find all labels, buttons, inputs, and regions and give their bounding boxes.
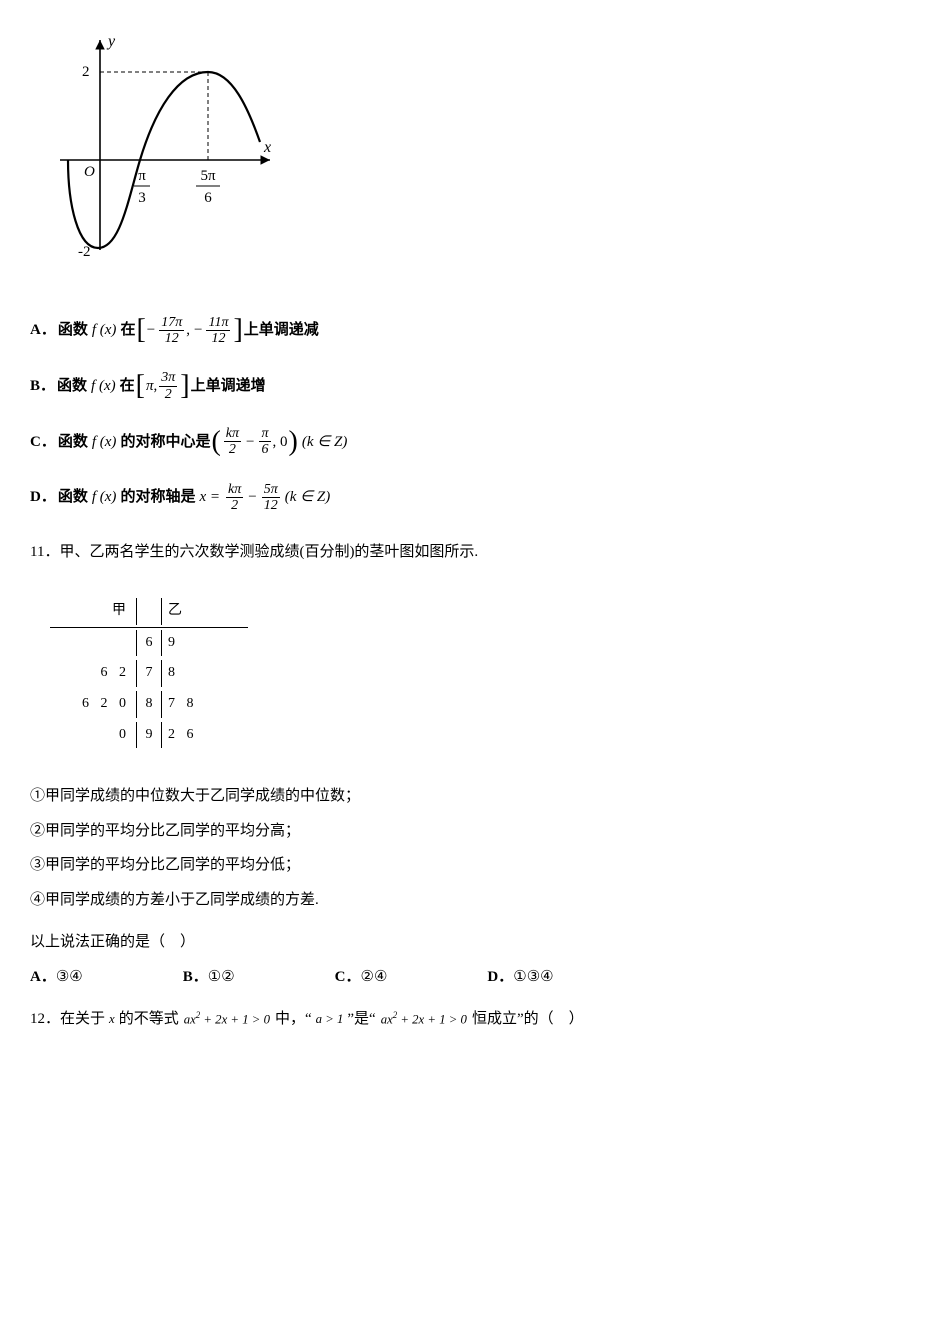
- text: 函数: [57, 372, 87, 401]
- text: 的对称中心是: [120, 428, 210, 457]
- stmt-4: ④甲同学成绩的方差小于乙同学成绩的方差.: [30, 886, 920, 915]
- stemleaf-hdr-right: 乙: [162, 598, 248, 625]
- svg-text:π: π: [138, 168, 146, 184]
- text: 函数: [58, 316, 88, 345]
- minus: −: [248, 483, 256, 512]
- text: 中，“: [275, 1005, 312, 1034]
- svg-text:6: 6: [204, 190, 212, 206]
- text: 上单调递增: [191, 372, 266, 401]
- choice-d: D．①③④: [487, 963, 553, 992]
- text: 12．在关于: [30, 1005, 105, 1034]
- stemleaf-hdr-stem: [136, 598, 162, 625]
- option-a: A． 函数 f (x) 在 [ − 17π 12 , − 11π 12 ] 上单…: [30, 315, 920, 347]
- text: 函数: [58, 483, 88, 512]
- eq: x =: [199, 483, 220, 512]
- option-label: D．: [30, 483, 56, 512]
- svg-text:3: 3: [138, 190, 146, 206]
- cond: a > 1: [316, 1007, 344, 1031]
- text: 恒成立”的（ ）: [472, 1005, 584, 1034]
- neg-sign: −: [194, 316, 202, 345]
- q11-ask: 以上说法正确的是（ ）: [30, 928, 920, 957]
- fraction: 11π 12: [206, 315, 230, 347]
- fraction: kπ 2: [226, 482, 243, 514]
- option-label: A．: [30, 316, 56, 345]
- y-tick-pos: 2: [82, 64, 90, 80]
- stemleaf-row: 6 278: [50, 658, 248, 689]
- expr2: ax2 + 2x + 1 > 0: [381, 1007, 467, 1031]
- text: 在: [120, 316, 135, 345]
- stmt-1: ①甲同学成绩的中位数大于乙同学成绩的中位数；: [30, 782, 920, 811]
- text: 上单调递减: [244, 316, 319, 345]
- option-b: B． 函数 f (x) 在 [ π , 3π 2 ] 上单调递增: [30, 370, 920, 402]
- comma: ,: [186, 316, 190, 345]
- stem-leaf-plot: 甲 乙 696 2786 2 087 8092 6: [50, 596, 248, 750]
- text: 的不等式: [119, 1005, 179, 1034]
- fraction: 5π 12: [262, 482, 280, 514]
- stemleaf-row: 69: [50, 628, 248, 659]
- choice-a: A．③④: [30, 963, 83, 992]
- option-label: B．: [30, 372, 55, 401]
- stemleaf-hdr-left: 甲: [50, 598, 136, 625]
- fn-expr: f (x): [92, 316, 117, 345]
- stemleaf-row: 092 6: [50, 720, 248, 751]
- text: 函数: [58, 428, 88, 457]
- q12: 12．在关于 x 的不等式 ax2 + 2x + 1 > 0 中，“ a > 1…: [30, 1005, 920, 1034]
- tail: (k ∈ Z): [302, 428, 348, 457]
- q11-text: 11．甲、乙两名学生的六次数学测验成绩(百分制)的茎叶图如图所示.: [30, 538, 920, 567]
- option-label: C．: [30, 428, 56, 457]
- expr1: ax2 + 2x + 1 > 0: [184, 1007, 270, 1031]
- fraction: π 6: [259, 426, 270, 458]
- fraction: kπ 2: [224, 426, 241, 458]
- q11-statements: ①甲同学成绩的中位数大于乙同学成绩的中位数； ②甲同学的平均分比乙同学的平均分高…: [30, 782, 920, 914]
- fraction: 17π 12: [159, 315, 184, 347]
- option-d: D． 函数 f (x) 的对称轴是 x = kπ 2 − 5π 12 (k ∈ …: [30, 482, 920, 514]
- comma: ,: [153, 372, 157, 401]
- y-axis-label: y: [106, 33, 116, 50]
- option-c: C． 函数 f (x) 的对称中心是 ( kπ 2 − π 6 , 0 ) (k…: [30, 426, 920, 458]
- zero: , 0: [273, 428, 288, 457]
- q11-choices: A．③④ B．①② C．②④ D．①③④: [30, 963, 920, 992]
- function-graph: y x O 2 -2 π 3 5π 6: [50, 30, 920, 291]
- text: ”是“: [347, 1005, 375, 1034]
- origin-label: O: [84, 164, 95, 180]
- text: 的对称轴是: [120, 483, 195, 512]
- neg-sign: −: [147, 316, 155, 345]
- var-x: x: [109, 1007, 115, 1031]
- tail: (k ∈ Z): [285, 483, 331, 512]
- pi: π: [146, 372, 154, 401]
- x-axis-label: x: [263, 139, 271, 156]
- minus: −: [246, 428, 254, 457]
- svg-text:5π: 5π: [200, 168, 216, 184]
- text: 在: [120, 372, 135, 401]
- stemleaf-row: 6 2 087 8: [50, 689, 248, 720]
- choice-c: C．②④: [335, 963, 388, 992]
- fn-expr: f (x): [92, 483, 117, 512]
- fn-expr: f (x): [92, 428, 117, 457]
- y-tick-neg: -2: [78, 244, 91, 260]
- fraction: 3π 2: [159, 370, 177, 402]
- choice-b: B．①②: [183, 963, 235, 992]
- fn-expr: f (x): [91, 372, 116, 401]
- stmt-3: ③甲同学的平均分比乙同学的平均分低；: [30, 851, 920, 880]
- stmt-2: ②甲同学的平均分比乙同学的平均分高；: [30, 817, 920, 846]
